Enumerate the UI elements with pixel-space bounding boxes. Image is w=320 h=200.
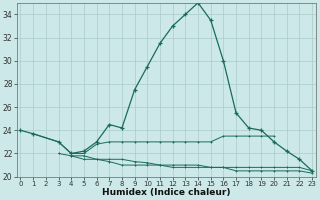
X-axis label: Humidex (Indice chaleur): Humidex (Indice chaleur): [102, 188, 231, 197]
